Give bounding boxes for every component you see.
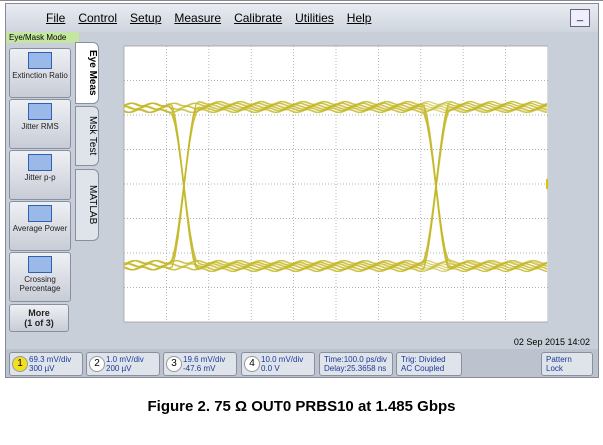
channel-button[interactable]: 2 1.0 mV/div 200 µV xyxy=(86,352,160,376)
tab[interactable]: Msk Test xyxy=(75,106,99,166)
button-line: Pattern xyxy=(546,355,572,364)
channel-scale: 69.3 mV/div xyxy=(29,355,72,364)
channel-button[interactable]: 3 19.6 mV/div -47.6 mV xyxy=(163,352,237,376)
menu-item[interactable]: File xyxy=(46,11,66,25)
side-button[interactable]: Crossing Percentage xyxy=(9,252,71,302)
button-label: Crossing Percentage xyxy=(19,275,61,293)
button-text: Time:100.0 ps/div Delay:25.3658 ns xyxy=(324,355,387,373)
trigger-button[interactable]: Trig: Divided AC Coupled xyxy=(396,352,462,376)
menu-bar: File Control Setup Measure Calibrate Utilitie… xyxy=(6,4,598,32)
button-label: Jitter RMS xyxy=(21,122,59,131)
pattern-lock-button[interactable]: Pattern Lock xyxy=(541,352,593,376)
channel-number: 1 xyxy=(12,356,28,372)
channel-offset: 300 µV xyxy=(29,364,55,373)
menu-item[interactable]: Setup xyxy=(130,11,162,25)
button-line: Trig: Divided xyxy=(401,355,446,364)
button-label: Extinction Ratio xyxy=(12,71,68,80)
channel-settings: 1.0 mV/div 200 µV xyxy=(106,355,144,373)
menu-item[interactable]: Utilities xyxy=(295,11,334,25)
timebase-button[interactable]: Time:100.0 ps/div Delay:25.3658 ns xyxy=(319,352,393,376)
channel-number: 3 xyxy=(166,356,182,372)
button-label: More xyxy=(28,308,50,318)
side-button[interactable]: Extinction Ratio xyxy=(9,48,71,98)
button-icon xyxy=(28,154,52,171)
button-label: Average Power xyxy=(12,224,68,233)
caption: Figure 2. 75 Ω OUT0 PRBS10 at 1.485 Gbps xyxy=(147,398,456,415)
scope-window: File Control Setup Measure Calibrate Utilitie… xyxy=(5,3,599,378)
eye-trace xyxy=(123,108,548,114)
channel-scale: 1.0 mV/div xyxy=(106,355,144,364)
eye-trace xyxy=(123,108,548,273)
channel-button[interactable]: 4 10.0 mV/div 0.0 V xyxy=(241,352,315,376)
eye-trace xyxy=(123,266,548,271)
button-text: Trig: Divided AC Coupled xyxy=(401,355,446,373)
channel-settings: 10.0 mV/div 0.0 V xyxy=(261,355,303,373)
plot xyxy=(123,45,548,323)
tab[interactable]: Eye Meas xyxy=(75,42,99,104)
status-bar: 1 69.3 mV/div 300 µV 2 1.0 mV/div 200 µV 3 19.6… xyxy=(6,349,598,377)
level-marker xyxy=(546,179,548,189)
channel-offset: 200 µV xyxy=(106,364,132,373)
channel-scale: 19.6 mV/div xyxy=(183,355,226,364)
menu-item[interactable]: Measure xyxy=(174,11,222,25)
tab[interactable]: MATLAB xyxy=(75,169,99,241)
minimize-button[interactable]: _ xyxy=(570,9,590,27)
channel-number: 4 xyxy=(244,356,260,372)
button-text: Pattern Lock xyxy=(546,355,572,373)
eye-trace xyxy=(123,107,548,271)
side-button[interactable]: Jitter p-p xyxy=(9,150,71,200)
channel-settings: 69.3 mV/div 300 µV xyxy=(29,355,71,373)
menu-item[interactable]: Help xyxy=(346,11,372,25)
button-icon xyxy=(28,205,52,222)
channel-button[interactable]: 1 69.3 mV/div 300 µV xyxy=(9,352,83,376)
channel-scale: 10.0 mV/div xyxy=(261,355,304,364)
eye-trace xyxy=(123,102,548,266)
side-button[interactable]: Jitter RMS xyxy=(9,99,71,149)
more-button[interactable]: More (1 of 3) xyxy=(9,304,69,332)
rule xyxy=(0,0,603,1)
eye-trace xyxy=(123,100,548,265)
channel-offset: -47.6 mV xyxy=(183,364,216,373)
menu-item[interactable]: Calibrate xyxy=(234,11,283,25)
button-icon xyxy=(28,256,52,273)
button-line: Time:100.0 ps/div xyxy=(324,355,387,364)
button-label: Jitter p-p xyxy=(24,173,56,182)
button-line: Lock xyxy=(546,364,563,373)
channel-settings: 19.6 mV/div -47.6 mV xyxy=(183,355,225,373)
button-icon xyxy=(28,52,52,69)
button-line: AC Coupled xyxy=(401,364,445,373)
button-line: Delay:25.3658 ns xyxy=(324,364,387,373)
channel-number: 2 xyxy=(89,356,105,372)
side-button[interactable]: Average Power xyxy=(9,201,71,251)
menu-item[interactable]: Control xyxy=(78,11,118,25)
timestamp: 02 Sep 2015 14:02 xyxy=(513,337,590,347)
button-icon xyxy=(28,103,52,120)
button-label: (1 of 3) xyxy=(24,318,54,328)
channel-offset: 0.0 V xyxy=(261,364,280,373)
mode-label: Eye/Mask Mode xyxy=(6,32,79,43)
